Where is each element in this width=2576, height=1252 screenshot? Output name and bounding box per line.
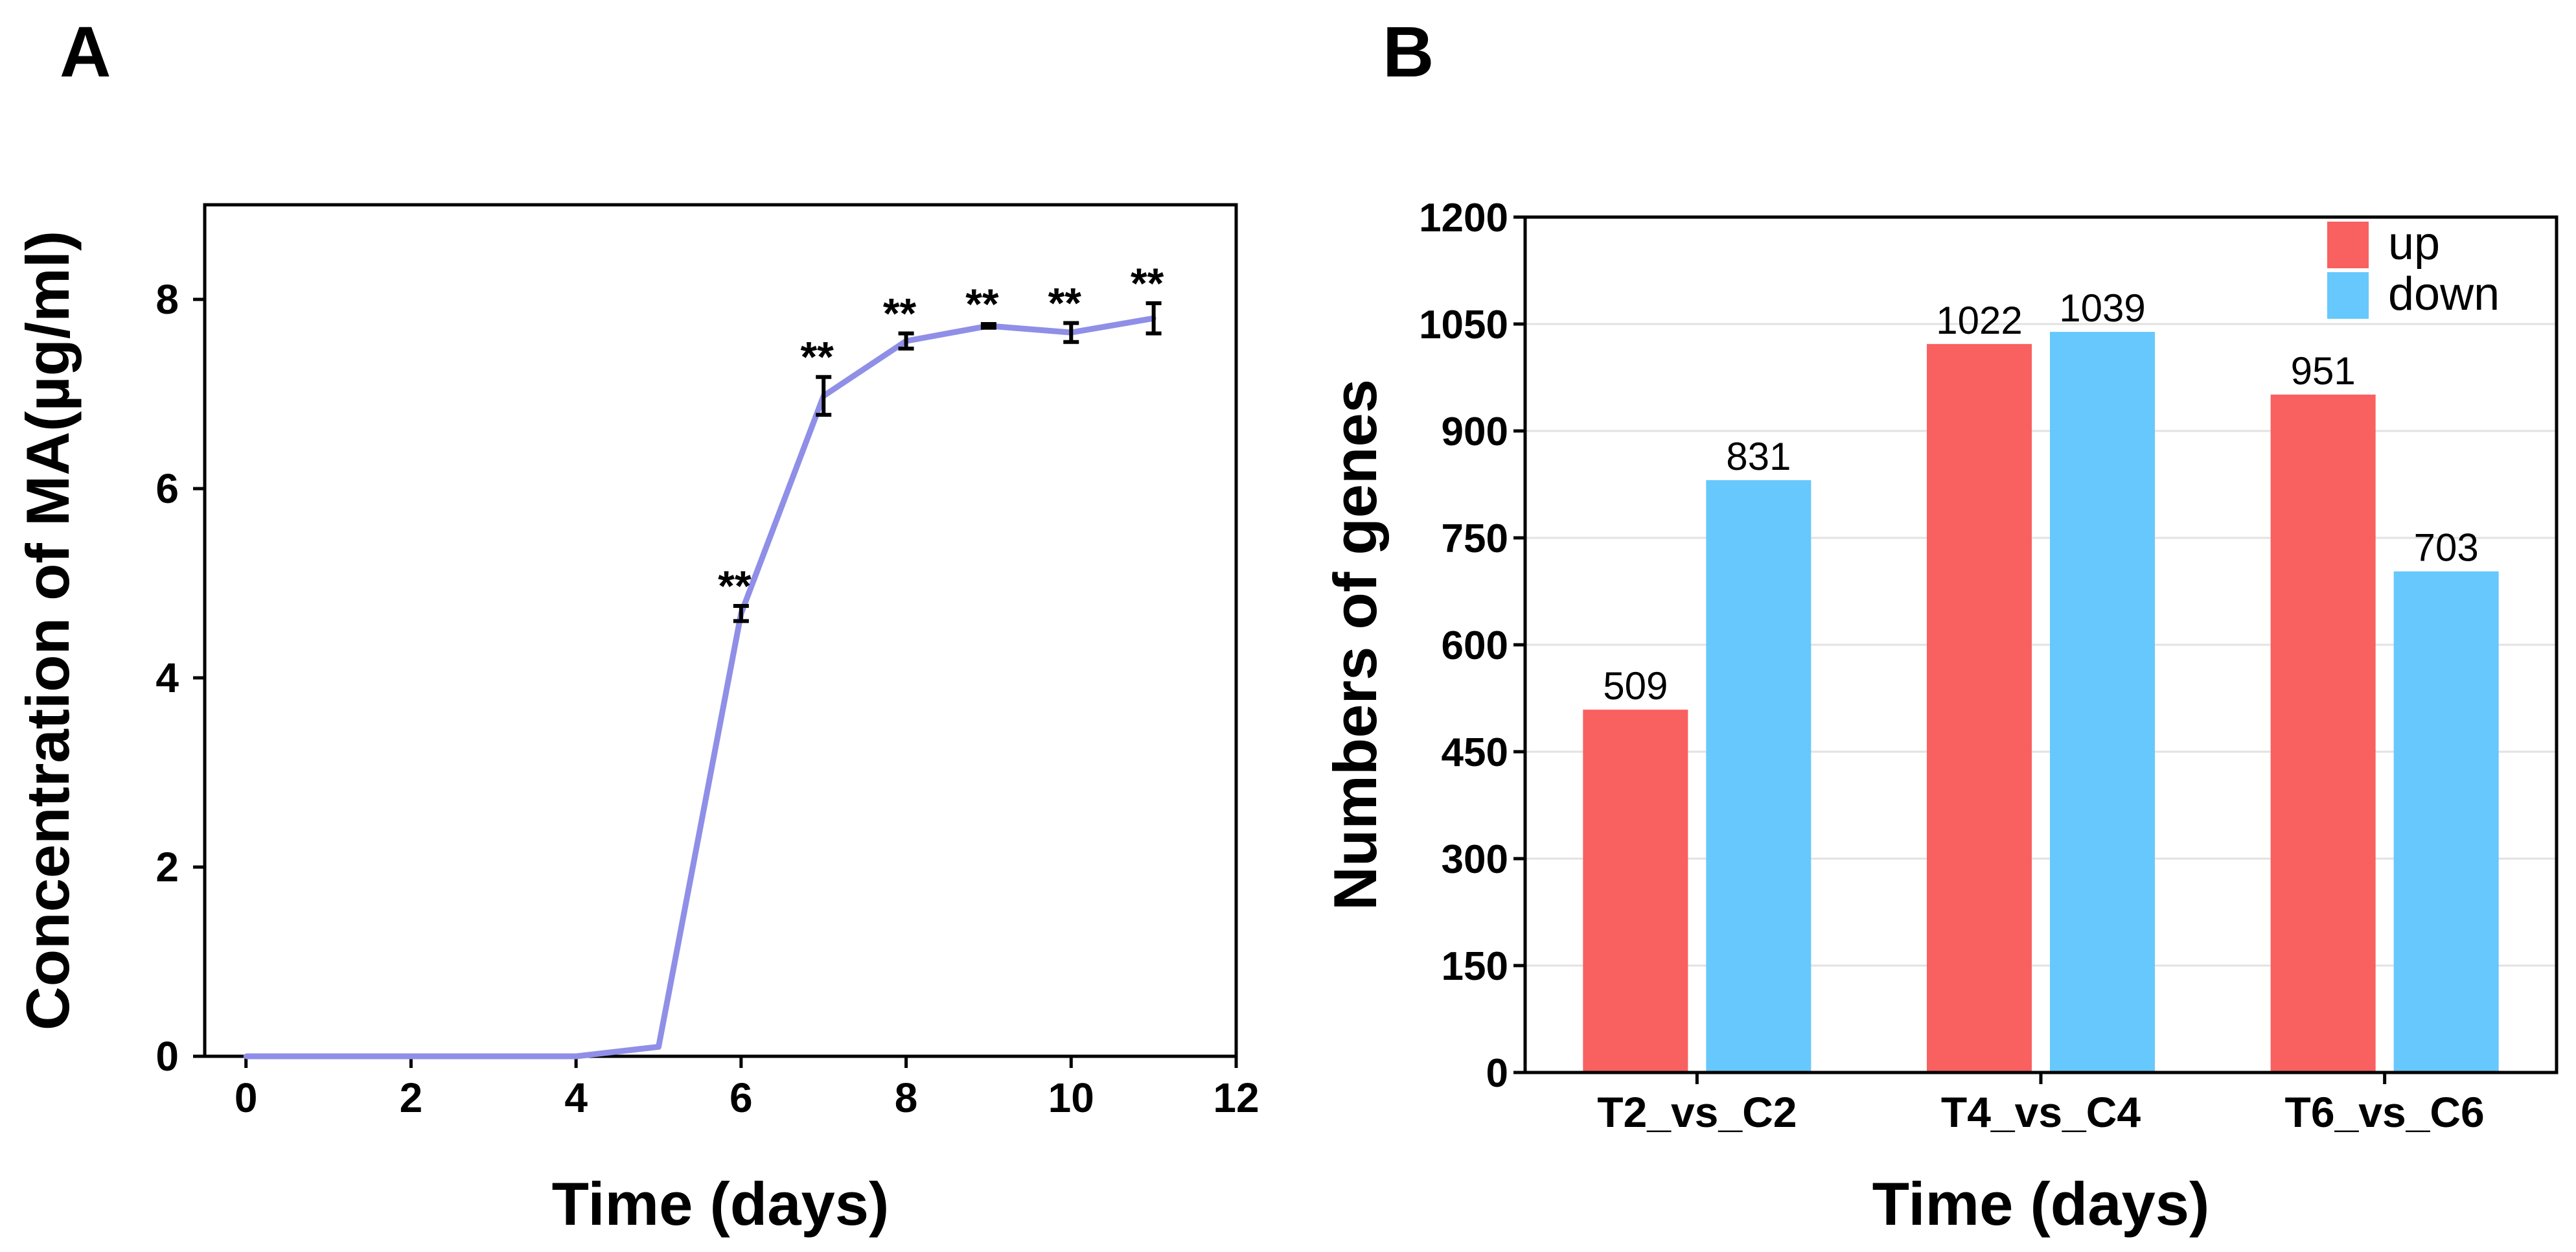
data-point bbox=[656, 1044, 661, 1050]
bar-down bbox=[1706, 480, 1811, 1072]
y-tick-label: 4 bbox=[155, 655, 179, 701]
y-tick-label: 2 bbox=[155, 844, 179, 890]
y-tick-label: 150 bbox=[1442, 944, 1508, 989]
panel-b-bars: 509 831 1022 1039 951 703 bbox=[1583, 286, 2499, 1072]
bar-up bbox=[1927, 343, 2032, 1072]
panel-a-series bbox=[243, 315, 1156, 1060]
panel-b-y-axis-title: Numbers of genes bbox=[1321, 379, 1389, 910]
x-tick-label: T2_vs_C2 bbox=[1597, 1088, 1797, 1136]
y-tick-label: 0 bbox=[155, 1033, 179, 1080]
panel-b-label: B bbox=[1383, 12, 1434, 92]
panel-b-x-axis-title: Time (days) bbox=[1872, 1170, 2210, 1238]
y-tick-label: 900 bbox=[1442, 410, 1508, 454]
legend-swatch-down bbox=[2327, 272, 2369, 319]
significance-mark: ** bbox=[883, 290, 917, 338]
panel-a-label: A bbox=[60, 12, 111, 92]
panel-a-ticks: 0 2 4 6 8 10 12 0 2 4 6 8 bbox=[155, 276, 1259, 1121]
y-tick-label: 1200 bbox=[1419, 196, 1508, 240]
significance-mark: ** bbox=[1131, 259, 1164, 307]
bar-value-label: 703 bbox=[2414, 526, 2479, 570]
bar-up bbox=[1583, 710, 1688, 1072]
x-tick-label: T6_vs_C6 bbox=[2285, 1088, 2485, 1136]
panel-b-ticks: 0 150 300 450 600 750 900 1050 1200 T2_vs_C2 T4_vs… bbox=[1419, 196, 2485, 1136]
bar-up bbox=[2270, 394, 2376, 1072]
y-tick-label: 450 bbox=[1442, 730, 1508, 775]
y-tick-label: 750 bbox=[1442, 516, 1508, 561]
x-tick-label: 2 bbox=[400, 1074, 423, 1121]
panel-a-error-bars bbox=[733, 301, 1162, 623]
x-tick-label: 0 bbox=[235, 1074, 258, 1121]
legend-label-down: down bbox=[2388, 268, 2500, 320]
y-tick-label: 8 bbox=[155, 276, 179, 323]
data-point bbox=[243, 1054, 249, 1059]
panel-b-plot-frame bbox=[1523, 215, 2559, 1074]
legend-label-up: up bbox=[2388, 218, 2440, 270]
significance-mark: ** bbox=[965, 280, 999, 328]
x-tick-label: T4_vs_C4 bbox=[1941, 1088, 2141, 1136]
panel-a-x-axis-title: Time (days) bbox=[552, 1170, 890, 1238]
data-point bbox=[490, 1054, 496, 1059]
bar-value-label: 509 bbox=[1603, 664, 1668, 708]
significance-mark: ** bbox=[718, 562, 752, 610]
y-tick-label: 6 bbox=[155, 465, 179, 512]
y-tick-label: 600 bbox=[1442, 623, 1508, 668]
x-tick-label: 8 bbox=[895, 1074, 918, 1121]
bar-value-label: 831 bbox=[1726, 435, 1791, 478]
data-point bbox=[326, 1054, 332, 1059]
x-tick-label: 10 bbox=[1048, 1074, 1094, 1121]
bar-value-label: 951 bbox=[2291, 349, 2356, 393]
y-tick-label: 0 bbox=[1486, 1051, 1508, 1096]
bar-value-label: 1022 bbox=[1936, 299, 2022, 342]
panel-b: B 509 831 1022 1039 951 703 0 150 300 450 600 750 9… bbox=[1321, 12, 2559, 1238]
bar-value-label: 1039 bbox=[2059, 286, 2145, 330]
panel-a-plot-frame bbox=[203, 203, 1238, 1058]
series-line bbox=[246, 315, 1155, 1060]
x-tick-label: 6 bbox=[730, 1074, 753, 1121]
bar-down bbox=[2393, 571, 2499, 1072]
significance-mark: ** bbox=[801, 333, 834, 381]
legend-swatch-up bbox=[2327, 222, 2369, 268]
x-tick-label: 4 bbox=[564, 1074, 588, 1121]
panel-a: A 0 2 4 6 8 10 12 0 2 4 6 8 ** ** ** ** ** ** Time (days… bbox=[14, 12, 1259, 1238]
panel-b-gridlines bbox=[1525, 323, 2557, 967]
y-tick-label: 1050 bbox=[1419, 303, 1508, 347]
data-point bbox=[573, 1054, 579, 1059]
y-tick-label: 300 bbox=[1442, 837, 1508, 882]
x-tick-label: 12 bbox=[1213, 1074, 1259, 1121]
bar-down bbox=[2050, 332, 2155, 1072]
panel-a-y-axis-title: Concentration of MA(µg/ml) bbox=[14, 231, 82, 1030]
panel-a-significance-marks: ** ** ** ** ** ** bbox=[718, 259, 1164, 610]
significance-mark: ** bbox=[1048, 279, 1082, 327]
data-point bbox=[408, 1054, 414, 1059]
